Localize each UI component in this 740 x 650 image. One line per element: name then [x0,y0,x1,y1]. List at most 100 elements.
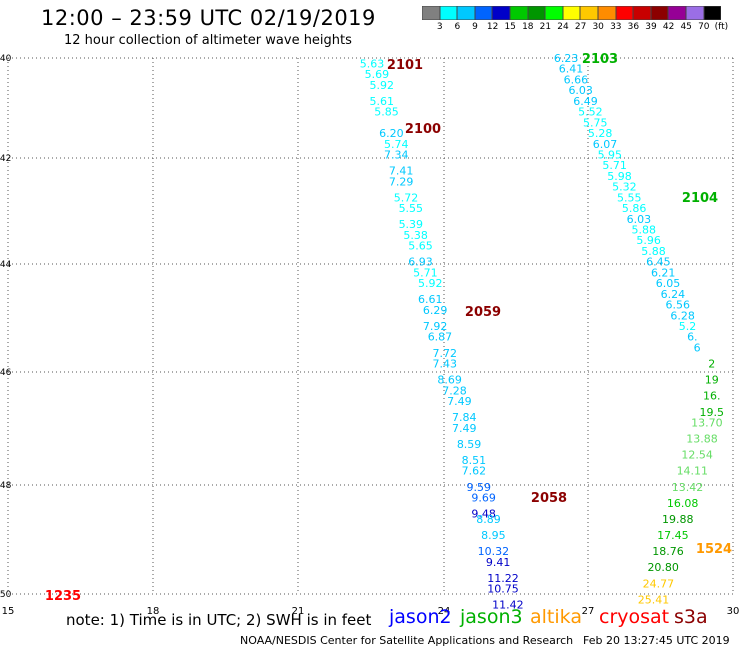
wave-height-label: 16.08 [667,497,699,510]
wave-height-label: 7.29 [389,175,414,188]
wave-height-label: 18.76 [652,545,684,558]
colorbar-swatch [510,6,528,20]
colorbar-swatch [650,6,669,20]
wave-height-label: 5.92 [369,79,394,92]
wave-height-label: 13.88 [686,433,718,446]
legend-jason3: jason3 [460,606,523,628]
wave-height-label: 25.41 [638,593,670,606]
colorbar-label: 33 [610,22,622,32]
wave-height-label: 5.88 [632,224,657,237]
wave-height-label: 5.85 [374,106,399,119]
colorbar-swatch [686,6,704,20]
colorbar-label: 70 [698,22,710,32]
colorbar-label: 3 [436,22,443,32]
colorbar-swatch [703,6,722,20]
colorbar-label: 30 [592,22,604,32]
colorbar-label: 24 [557,22,569,32]
wave-height-label: 8.59 [457,438,482,451]
wave-height-label: 6.29 [423,304,448,317]
wave-height-label: 5.32 [612,181,637,194]
wave-height-label: 8.69 [437,374,462,387]
track-time-label: 2103 [582,52,618,67]
wave-height-label: 5.38 [403,229,428,242]
colorbar-swatch [580,6,598,20]
track-time-label: 2058 [531,491,567,506]
wave-height-label: 13.70 [691,416,723,429]
track-time-label: 2100 [405,122,441,137]
colorbar-swatch [562,6,581,20]
y-tick-label: -44 [0,260,12,270]
wave-height-label: 9.59 [467,481,492,494]
wave-height-label: 19.5 [699,406,724,419]
y-tick-label: -42 [0,154,11,164]
wave-height-label: 6.07 [593,138,618,151]
track-time-label: 1235 [45,589,81,604]
colorbar-label: 36 [627,22,640,32]
wave-height-label: 7.62 [462,465,487,478]
colorbar-label: 6 [454,22,461,32]
colorbar-label: 15 [504,22,516,32]
wave-height-label: 6.28 [670,309,695,322]
y-tick-label: -40 [0,54,12,64]
legend-s3a: s3a [674,606,708,628]
colorbar-swatch [598,6,616,20]
colorbar-swatch [615,6,634,20]
wave-height-label: 5.52 [578,106,603,119]
wave-height-label: 5.74 [384,138,409,151]
legend-jason2: jason2 [389,606,452,628]
wave-height-label: 5.88 [641,245,666,258]
wave-height-label: 6.03 [627,213,652,226]
wave-height-label: 9.48 [471,508,496,521]
wave-height-label: 10.75 [487,583,519,596]
wave-height-label: 11.22 [487,572,519,585]
legend-altika: altika [530,606,582,628]
wave-height-label: 6.66 [564,73,589,86]
wave-height-label: 9.41 [486,556,511,569]
wave-height-label: 16. [703,390,721,403]
colorbar-label: 27 [574,22,587,32]
wave-height-label: 8.51 [462,454,487,467]
timestamp-text: Feb 20 13:27:45 UTC 2019 [583,634,730,647]
colorbar-swatch [527,6,546,20]
wave-height-label: 5.72 [394,191,419,204]
wave-height-label: 5.86 [622,202,647,215]
wave-height-label: 6.56 [666,299,691,312]
wave-height-label: 24.77 [643,577,675,590]
wave-height-label: 7.49 [452,422,477,435]
wave-height-label: 9.69 [471,492,496,505]
legend-cryosat: cryosat [599,606,670,628]
wave-height-label: 5.65 [408,240,433,253]
wave-height-label: 6.61 [418,293,443,306]
colorbar-swatch [492,6,510,20]
wave-height-label: 19 [705,374,719,387]
page-subtitle: 12 hour collection of altimeter wave hei… [64,33,352,48]
wave-height-label: 6.93 [408,256,433,269]
y-tick-label: -48 [0,481,12,491]
colorbar-label: 45 [680,22,692,32]
units-note: note: 1) Time is in UTC; 2) SWH is in fe… [66,611,372,629]
colorbar-swatch [457,6,475,20]
track-time-label: 2101 [387,58,423,73]
colorbar-swatch [439,6,458,20]
wave-height-label: 7.28 [442,384,467,397]
wave-height-label: 6 [694,341,701,354]
wave-height-label: 17.45 [657,529,689,542]
wave-height-label: 6.03 [568,84,593,97]
colorbar-label: 39 [645,22,657,32]
colorbar-swatch [474,6,493,20]
wave-height-label: 6.41 [559,63,584,76]
x-tick-label: 18 [147,606,160,617]
x-tick-label: 30 [727,606,740,617]
wave-height-label: 6.23 [554,52,579,65]
wave-height-label: 6.20 [379,127,404,140]
wave-height-label: 5.28 [588,127,613,140]
wave-height-label: 5.39 [399,218,424,231]
wave-height-label: 10.32 [478,545,510,558]
y-tick-label: -46 [0,368,12,378]
wave-height-label: 6.24 [661,288,686,301]
wave-height-label: 7.92 [423,320,448,333]
colorbar-label: 18 [522,22,534,32]
wave-height-label: 5.55 [399,202,424,215]
